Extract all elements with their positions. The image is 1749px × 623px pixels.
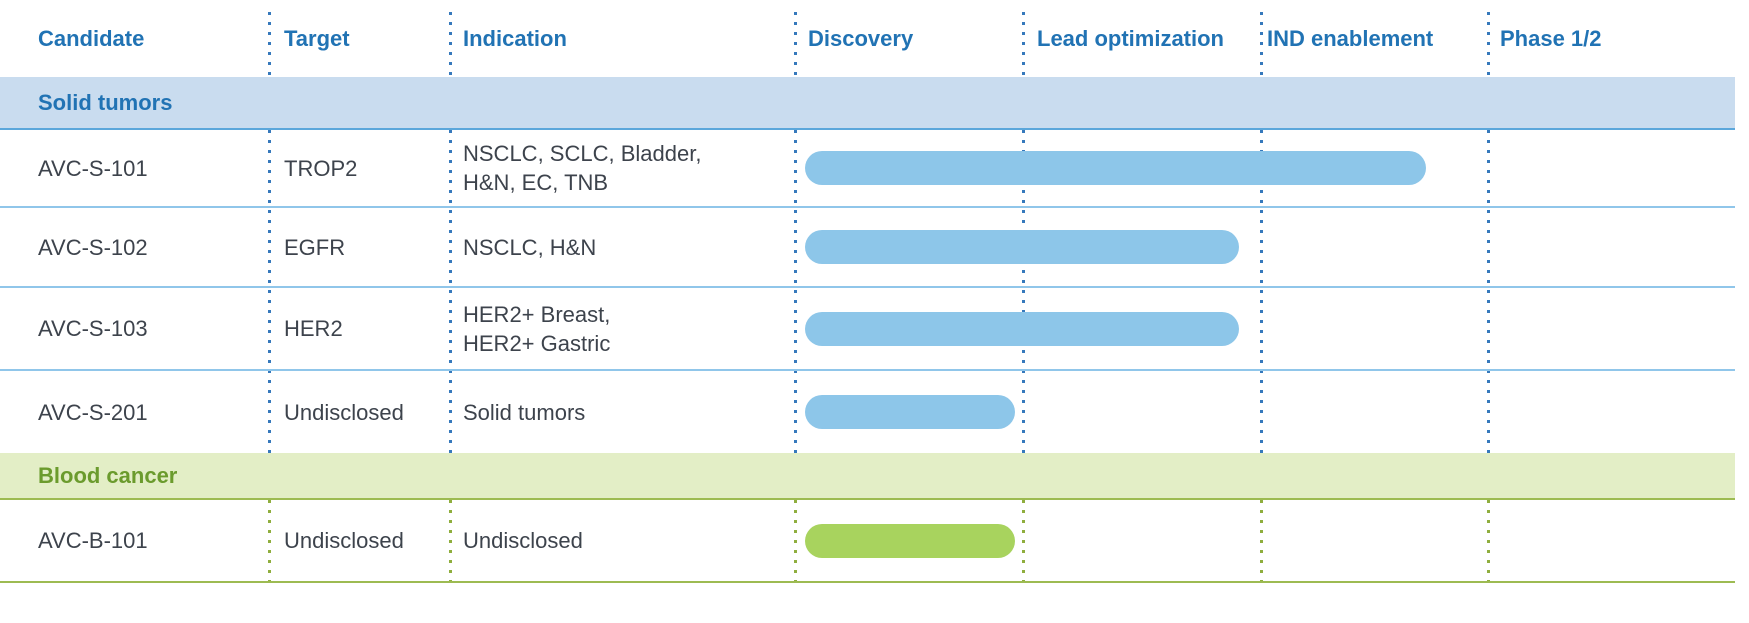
section-band-solid-tumors: Solid tumors: [0, 77, 1735, 130]
table-row-avc-s-201: AVC-S-201 Undisclosed Solid tumors: [0, 371, 1735, 453]
column-divider-dotted-line: [449, 12, 452, 77]
column-divider-dotted-line: [1022, 130, 1025, 453]
candidate-cell: AVC-S-102: [38, 234, 148, 260]
column-divider-dotted-line: [449, 500, 452, 581]
target-cell: TROP2: [284, 155, 358, 181]
indication-cell: NSCLC, SCLC, Bladder, H&N, EC, TNB: [463, 141, 702, 195]
section-band-blood-cancer: Blood cancer: [0, 453, 1735, 500]
progress-bar-avc-s-103: [805, 311, 1239, 346]
column-divider-dotted-line: [1487, 12, 1490, 77]
column-header-candidate: Candidate: [38, 25, 145, 51]
column-divider-dotted-line: [268, 12, 271, 77]
column-divider-dotted-line: [449, 130, 452, 453]
progress-bar-avc-s-101: [805, 151, 1426, 185]
candidate-cell: AVC-B-101: [38, 528, 148, 553]
table-row-avc-s-102: AVC-S-102 EGFR NSCLC, H&N: [0, 208, 1735, 288]
indication-cell: Undisclosed: [463, 528, 583, 553]
column-header-indication: Indication: [463, 25, 567, 51]
table-row-avc-s-103: AVC-S-103 HER2 HER2+ Breast, HER2+ Gastr…: [0, 288, 1735, 371]
column-divider-dotted-line: [1022, 500, 1025, 581]
indication-cell: Solid tumors: [463, 399, 586, 425]
candidate-cell: AVC-S-101: [38, 155, 148, 181]
column-header-ind-enablement: IND enablement: [1267, 25, 1434, 51]
column-divider-dotted-line: [268, 500, 271, 581]
table-row-avc-b-101: AVC-B-101 Undisclosed Undisclosed: [0, 500, 1735, 583]
column-divider-dotted-line: [1487, 500, 1490, 581]
indication-cell: HER2+ Breast, HER2+ Gastric: [463, 301, 611, 356]
indication-cell: NSCLC, H&N: [463, 234, 597, 260]
column-header-phase-1-2: Phase 1/2: [1500, 25, 1602, 51]
column-divider-dotted-line: [1260, 12, 1263, 77]
column-header-lead-optimization: Lead optimization: [1037, 25, 1224, 51]
progress-bar-avc-b-101: [805, 523, 1016, 558]
progress-bar-avc-s-201: [805, 395, 1016, 429]
progress-bar-avc-s-102: [805, 230, 1239, 264]
target-cell: Undisclosed: [284, 528, 404, 553]
target-cell: HER2: [284, 316, 343, 341]
column-divider-dotted-line: [1260, 500, 1263, 581]
candidate-cell: AVC-S-103: [38, 316, 148, 341]
candidate-cell: AVC-S-201: [38, 399, 148, 425]
column-divider-dotted-line: [794, 500, 797, 581]
column-divider-dotted-line: [1487, 130, 1490, 453]
column-divider-dotted-line: [794, 130, 797, 453]
target-cell: Undisclosed: [284, 399, 404, 425]
column-divider-dotted-line: [794, 12, 797, 77]
table-row-avc-s-101: AVC-S-101 TROP2 NSCLC, SCLC, Bladder, H&…: [0, 130, 1735, 208]
column-header-target: Target: [284, 25, 350, 51]
column-divider-dotted-line: [1260, 130, 1263, 453]
target-cell: EGFR: [284, 234, 346, 260]
column-header-discovery: Discovery: [808, 25, 914, 51]
column-divider-dotted-line: [1022, 12, 1025, 77]
section-label-solid-tumors: Solid tumors: [38, 89, 173, 115]
column-divider-dotted-line: [268, 130, 271, 453]
section-label-blood-cancer: Blood cancer: [38, 462, 178, 488]
